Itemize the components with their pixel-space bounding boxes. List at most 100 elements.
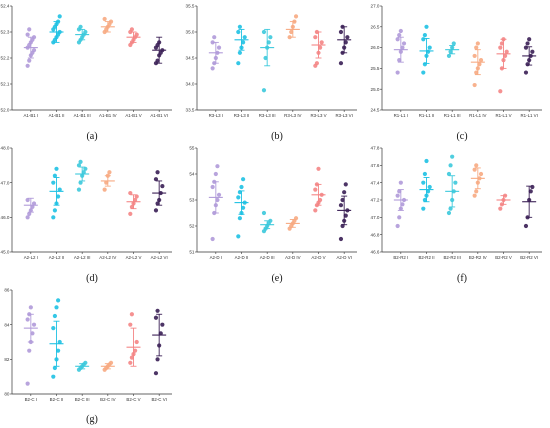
data-point	[134, 194, 139, 199]
data-point	[313, 187, 318, 192]
chart-panel-6: 46.6 46.8 47.0 47.2 47.4 47.6 47.8 B2-R2 I B2-R2…	[371, 146, 542, 284]
data-point	[129, 312, 134, 317]
data-point	[525, 41, 530, 46]
y-tick-label: 46.0	[1, 215, 10, 220]
data-point	[51, 215, 56, 220]
data-point	[453, 180, 458, 185]
data-point	[427, 45, 432, 50]
data-point	[448, 49, 453, 54]
x-tick-label: A1-B1 VI	[150, 113, 168, 118]
data-point	[128, 211, 133, 216]
data-point	[421, 206, 426, 211]
y-tick-label: 55	[189, 146, 195, 151]
data-point	[397, 189, 402, 194]
y-tick-label: 33.5	[186, 108, 195, 113]
x-tick-label: A2-D I	[210, 255, 222, 260]
data-point	[400, 202, 405, 207]
data-point	[427, 184, 432, 190]
data-point	[57, 14, 62, 19]
data-point	[474, 163, 479, 168]
data-point	[527, 37, 532, 42]
data-point	[287, 35, 292, 40]
y-tick-label: 52.0	[1, 108, 10, 113]
data-point	[133, 197, 138, 203]
data-point	[446, 53, 452, 59]
data-point	[450, 154, 455, 159]
data-point	[530, 184, 535, 190]
data-point	[128, 360, 133, 365]
data-point	[319, 40, 324, 45]
data-point	[446, 210, 452, 216]
y-tick-label: 25.5	[371, 66, 380, 71]
data-point	[422, 197, 427, 203]
y-tick-label: 25.0	[371, 87, 380, 92]
data-point	[25, 32, 30, 37]
data-point	[107, 170, 112, 175]
x-tick-label: R1-L1 I	[394, 113, 408, 118]
data-point	[155, 357, 160, 362]
data-point	[268, 218, 273, 223]
x-tick-label: A2-D III	[260, 255, 275, 260]
data-point	[133, 348, 138, 353]
data-point	[523, 45, 529, 50]
data-point	[31, 35, 37, 40]
data-point	[530, 49, 535, 54]
chart-panel-5: 51 52 53 54 55 A2-D I A2-D II A2-D III A2-D IV A2…	[189, 146, 357, 284]
y-tick-label: 35.0	[186, 30, 195, 35]
x-tick-label: A1-B1 III	[74, 113, 91, 118]
x-tick-label: A2-L2 VI	[151, 255, 168, 260]
y-tick-label: 34.0	[186, 82, 195, 87]
data-point	[129, 204, 134, 210]
y-tick-label: 47.0	[371, 215, 380, 220]
data-point	[499, 41, 504, 46]
panel-caption: (a)	[86, 131, 97, 142]
data-point	[54, 166, 59, 171]
data-point	[477, 62, 482, 67]
data-point	[342, 190, 347, 195]
x-tick-label: A2-L2 I	[24, 255, 38, 260]
y-tick-label: 47.2	[371, 198, 380, 203]
panel-caption: (b)	[271, 131, 283, 142]
data-point	[498, 45, 503, 50]
y-tick-label: 35.5	[186, 4, 195, 9]
x-tick-label: B2-C VI	[151, 397, 166, 402]
x-tick-label: R1-L1 IV	[469, 113, 486, 118]
data-point	[216, 45, 222, 50]
data-point	[523, 223, 529, 229]
y-tick-label: 84	[4, 322, 10, 327]
data-point	[129, 27, 134, 32]
data-point	[397, 215, 402, 220]
data-point	[54, 305, 59, 310]
x-tick-label: A1-B1 I	[24, 113, 39, 118]
x-tick-label: R1-L1 VI	[521, 113, 538, 118]
data-point	[155, 308, 160, 313]
y-tick-label: 47.0	[1, 180, 10, 185]
data-point	[51, 374, 56, 379]
data-point	[395, 70, 400, 75]
y-tick-label: 26.0	[371, 45, 380, 50]
data-point	[158, 331, 163, 336]
data-point	[78, 159, 83, 164]
data-point	[338, 203, 344, 208]
data-point	[25, 381, 30, 386]
data-point	[210, 236, 215, 242]
data-point	[212, 35, 217, 40]
data-point	[422, 171, 427, 177]
data-point	[51, 180, 56, 185]
x-tick-label: A2-L2 IV	[99, 255, 116, 260]
data-point	[504, 49, 509, 54]
data-point	[523, 70, 529, 75]
data-point	[343, 40, 348, 45]
data-point	[52, 365, 58, 371]
y-tick-label: 46.8	[371, 232, 380, 237]
data-point	[129, 355, 134, 360]
x-tick-label: A2-L2 II	[49, 255, 64, 260]
data-point	[241, 205, 246, 210]
data-point	[236, 195, 241, 200]
data-point	[237, 216, 242, 221]
x-tick-label: A2-D II	[235, 255, 249, 260]
data-point	[153, 208, 159, 213]
x-tick-label: A1-B1 IV	[99, 113, 117, 118]
data-point	[426, 189, 431, 194]
data-point	[102, 187, 107, 192]
